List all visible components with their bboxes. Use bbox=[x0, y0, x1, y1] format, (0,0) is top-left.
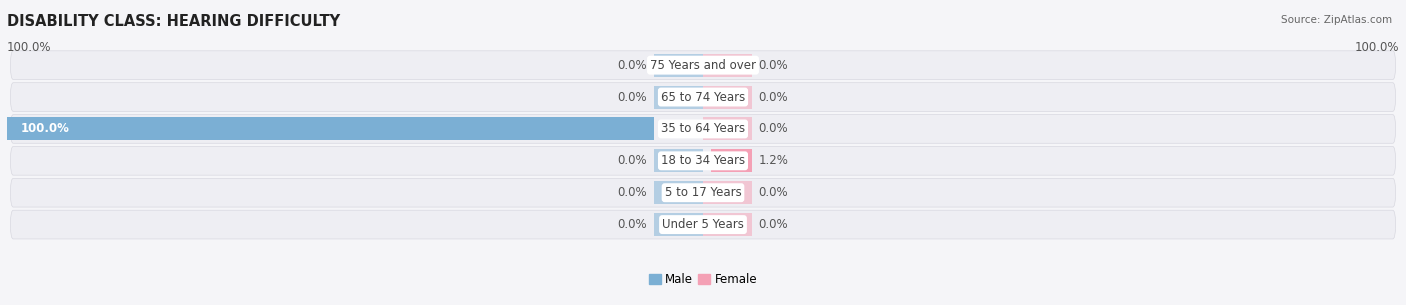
Bar bbox=[703, 86, 752, 109]
Bar bbox=[654, 181, 703, 204]
Text: 5 to 17 Years: 5 to 17 Years bbox=[665, 186, 741, 199]
Text: Under 5 Years: Under 5 Years bbox=[662, 218, 744, 231]
FancyBboxPatch shape bbox=[10, 146, 1396, 175]
Text: 0.0%: 0.0% bbox=[617, 59, 647, 72]
Text: 100.0%: 100.0% bbox=[1354, 41, 1399, 54]
Text: 0.0%: 0.0% bbox=[617, 91, 647, 103]
Text: 0.0%: 0.0% bbox=[617, 218, 647, 231]
Text: 75 Years and over: 75 Years and over bbox=[650, 59, 756, 72]
Bar bbox=[703, 181, 752, 204]
Text: Source: ZipAtlas.com: Source: ZipAtlas.com bbox=[1281, 15, 1392, 25]
Text: 0.0%: 0.0% bbox=[759, 122, 789, 135]
Text: 65 to 74 Years: 65 to 74 Years bbox=[661, 91, 745, 103]
Bar bbox=[654, 86, 703, 109]
FancyBboxPatch shape bbox=[10, 210, 1396, 239]
Text: 1.2%: 1.2% bbox=[759, 154, 789, 167]
Bar bbox=[654, 54, 703, 77]
Bar bbox=[703, 54, 752, 77]
Text: 100.0%: 100.0% bbox=[7, 41, 52, 54]
Text: 100.0%: 100.0% bbox=[21, 122, 70, 135]
FancyBboxPatch shape bbox=[10, 83, 1396, 111]
Text: 0.0%: 0.0% bbox=[617, 186, 647, 199]
Bar bbox=[7, 117, 654, 140]
Text: 0.0%: 0.0% bbox=[759, 59, 789, 72]
Text: 18 to 34 Years: 18 to 34 Years bbox=[661, 154, 745, 167]
Text: 0.0%: 0.0% bbox=[759, 218, 789, 231]
FancyBboxPatch shape bbox=[10, 115, 1396, 143]
Text: 35 to 64 Years: 35 to 64 Years bbox=[661, 122, 745, 135]
FancyBboxPatch shape bbox=[10, 51, 1396, 80]
Bar bbox=[703, 213, 752, 236]
Text: DISABILITY CLASS: HEARING DIFFICULTY: DISABILITY CLASS: HEARING DIFFICULTY bbox=[7, 14, 340, 29]
Legend: Male, Female: Male, Female bbox=[644, 268, 762, 290]
Text: 0.0%: 0.0% bbox=[759, 186, 789, 199]
Bar bbox=[703, 117, 752, 140]
Bar bbox=[711, 149, 752, 172]
Bar bbox=[654, 149, 703, 172]
Text: 0.0%: 0.0% bbox=[617, 154, 647, 167]
FancyBboxPatch shape bbox=[10, 178, 1396, 207]
Bar bbox=[654, 213, 703, 236]
Text: 0.0%: 0.0% bbox=[759, 91, 789, 103]
